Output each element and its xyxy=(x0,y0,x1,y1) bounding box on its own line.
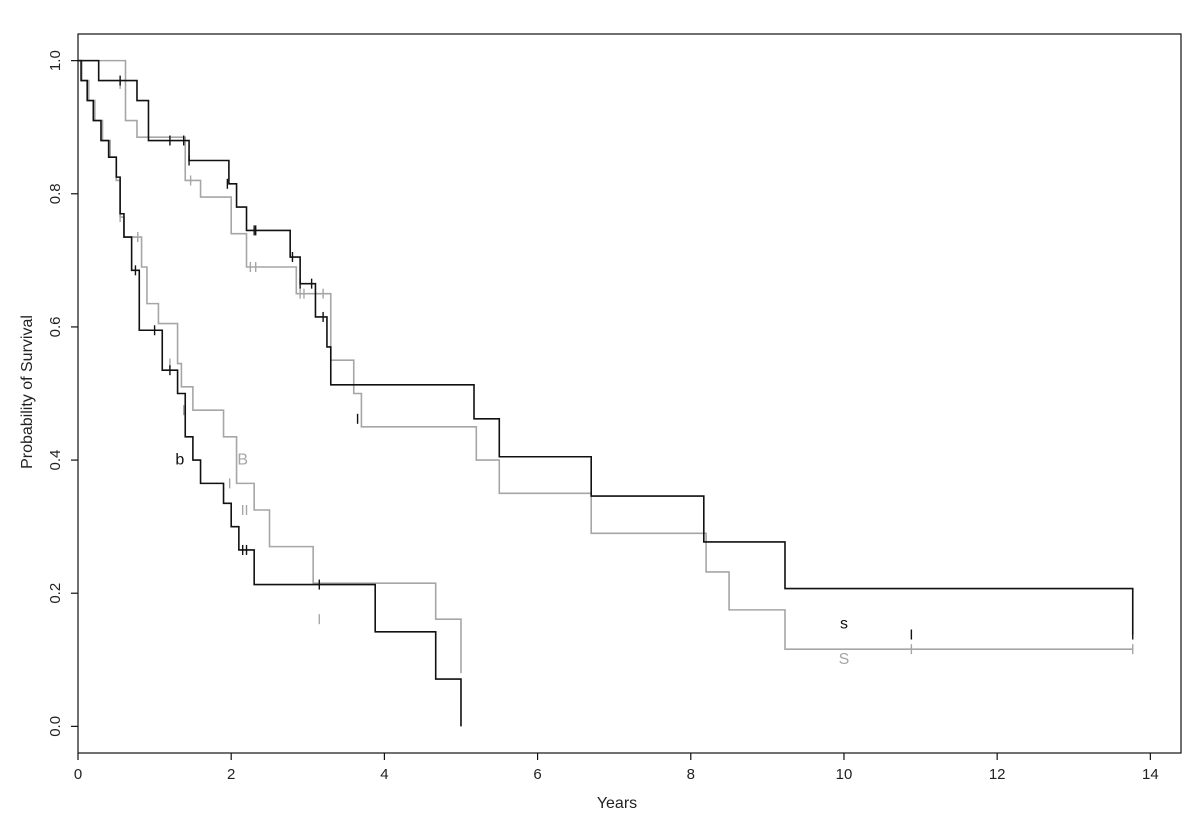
curve-labels: S Bs b xyxy=(175,451,849,668)
plot-frame xyxy=(77,33,1182,754)
y-tick-label: 0.2 xyxy=(47,583,64,604)
x-tick-label: 14 xyxy=(1142,766,1159,783)
y-axis-title: Probability of Survival xyxy=(19,315,36,469)
y-tick-label: 0.6 xyxy=(47,316,64,337)
y-tick-label: 0.8 xyxy=(47,183,64,204)
axes: 0 2 4 6 8 10 12 14 0.0 0.2 0.4 0.6 0.8 1.0 xyxy=(47,33,1182,783)
x-tick-label: 8 xyxy=(687,766,695,783)
curve-label-b: b xyxy=(175,451,184,468)
curve-s xyxy=(78,59,1134,635)
x-tick-label: 0 xyxy=(74,766,82,783)
x-tick-label: 4 xyxy=(380,766,388,783)
x-axis-title: Years xyxy=(597,795,637,812)
x-tick-label: 6 xyxy=(533,766,541,783)
curve-label-S: S xyxy=(839,651,850,668)
x-tick-label: 10 xyxy=(836,766,853,783)
x-tick-label: 2 xyxy=(227,766,235,783)
curve-B xyxy=(78,59,462,674)
survival-curves xyxy=(78,59,1134,727)
y-tick-label: 1.0 xyxy=(47,50,64,71)
curve-b xyxy=(78,59,462,727)
curve-label-s: s xyxy=(840,616,848,633)
curve-label-B: B xyxy=(237,451,248,468)
y-tick-label: 0.4 xyxy=(47,450,64,471)
curve-S xyxy=(78,59,1133,650)
y-tick-label: 0.0 xyxy=(47,716,64,737)
x-tick-label: 12 xyxy=(989,766,1006,783)
